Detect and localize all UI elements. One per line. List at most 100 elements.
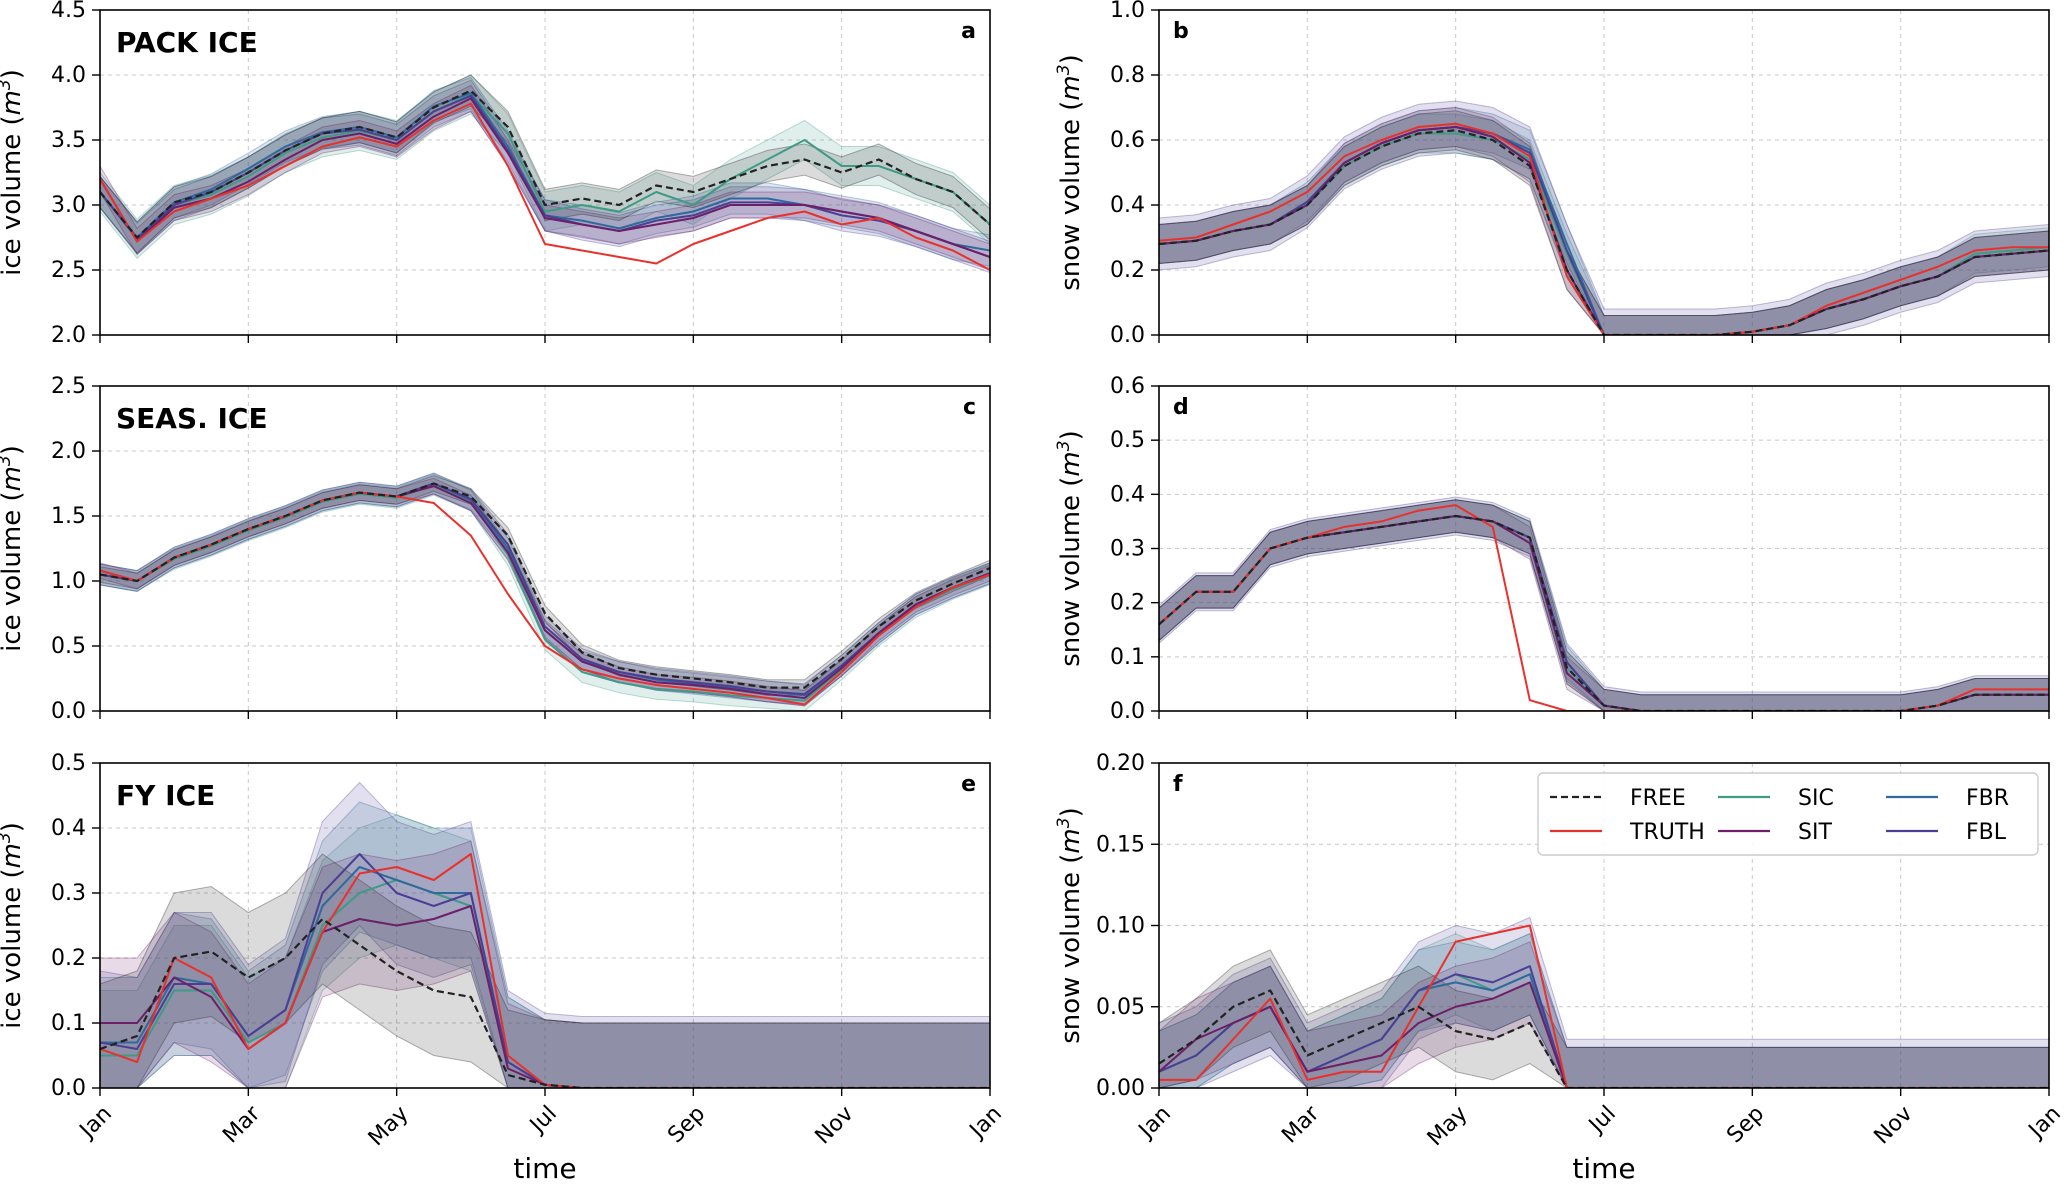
y-tick-label: 0.20 [1096, 751, 1145, 776]
y-tick-label: 0.6 [1110, 374, 1145, 399]
y-axis-label-exponent: 3 [1054, 64, 1074, 75]
series-line-free [1159, 514, 2049, 711]
y-axis-label-exponent: 3 [0, 455, 15, 466]
y-tick-label: 0.2 [51, 946, 86, 971]
region-title: FY ICE [116, 779, 215, 812]
band-free [100, 475, 990, 696]
panel-d: 0.0 0.1 0.2 0.3 0.4 0.5 0.6 snow volume (m3) d [1054, 374, 2050, 724]
series-line-free [100, 482, 990, 689]
series-line-sic [100, 483, 990, 702]
x-tick-label: Nov [1870, 1101, 1918, 1149]
x-axis-label: time [1572, 1152, 1635, 1185]
plot-area [1159, 100, 2049, 335]
y-axis-label-close: ) [1056, 430, 1086, 440]
y-tick-label: 3.5 [51, 128, 86, 153]
panel-letter: e [961, 772, 976, 797]
y-axis-label-close: ) [0, 69, 27, 79]
band-sit [100, 477, 990, 707]
y-tick-label: 0.2 [1110, 258, 1145, 283]
panel-b: 0.0 0.2 0.4 0.6 0.8 1.0 snow volume (m3) b [1054, 0, 2050, 348]
x-tick-label: Mar [218, 1101, 266, 1149]
y-tick-label: 0.0 [1110, 323, 1145, 348]
y-axis-label-main: snow volume ( [1056, 101, 1086, 291]
y-tick-label: 1.5 [51, 504, 86, 529]
y-tick-label: 0.0 [51, 699, 86, 724]
series-line-free [100, 89, 990, 239]
x-tick-label: Jan [1133, 1101, 1176, 1144]
y-tick-label: 0.0 [1110, 699, 1145, 724]
y-axis-label-exponent: 3 [0, 79, 15, 90]
x-tick-label: Jul [524, 1101, 562, 1139]
y-axis-label: snow volume (m3) [1054, 807, 1086, 1044]
y-axis-label-exponent: 3 [1054, 440, 1074, 451]
y-tick-label: 0.00 [1096, 1076, 1145, 1101]
legend-label-sit: SIT [1798, 820, 1832, 845]
band-fbl [1159, 496, 2049, 711]
panel-letter: a [961, 19, 976, 44]
band-fbr [100, 472, 990, 707]
series-line-truth [100, 491, 990, 706]
y-axis-label: ice volume (m3) [0, 822, 27, 1029]
legend-label-fbl: FBL [1966, 820, 2007, 845]
panel-e: 0.0 0.1 0.2 0.3 0.4 0.5 Jan Mar May Jul Sep Nov Jan t… [0, 751, 1007, 1185]
series-line-sit [100, 97, 990, 258]
x-tick-label: Nov [811, 1101, 859, 1149]
y-tick-label: 2.5 [51, 258, 86, 283]
legend-label-fbr: FBR [1966, 786, 2009, 811]
y-axis-label-unit: m [1056, 451, 1086, 476]
y-axis-label-main: ice volume ( [0, 115, 27, 276]
y-tick-label: 0.5 [51, 751, 86, 776]
y-axis-label-close: ) [0, 445, 27, 455]
y-axis-label-unit: m [0, 466, 27, 491]
y-tick-label: 0.4 [51, 816, 86, 841]
band-free [1159, 499, 2049, 711]
y-tick-label: 0.1 [1110, 645, 1145, 670]
panel-letter: b [1173, 19, 1189, 44]
y-tick-label: 3.0 [51, 193, 86, 218]
y-tick-label: 0.1 [51, 1011, 86, 1036]
y-axis-label-exponent: 3 [1054, 817, 1074, 828]
y-axis-label-unit: m [1056, 75, 1086, 100]
y-axis-label-main: ice volume ( [0, 868, 27, 1029]
y-axis-label: ice volume (m3) [0, 445, 27, 652]
plot-area [100, 74, 990, 274]
y-tick-label: 2.0 [51, 323, 86, 348]
region-title: PACK ICE [116, 26, 258, 59]
x-tick-label: Sep [663, 1101, 710, 1148]
band-sit [1159, 106, 2049, 335]
band-fbr [1159, 106, 2049, 335]
series-line-free [1159, 129, 2049, 335]
plot-area [1159, 916, 2049, 1088]
panel-letter: c [963, 395, 976, 420]
band-free [1159, 110, 2049, 335]
x-tick-label: Mar [1277, 1101, 1325, 1149]
plot-area [100, 781, 990, 1088]
x-tick-label: Sep [1722, 1101, 1769, 1148]
band-free [1159, 949, 2049, 1088]
legend-box [1537, 772, 2039, 856]
y-tick-label: 0.5 [1110, 428, 1145, 453]
band-sit [1159, 499, 2049, 711]
y-tick-label: 0.3 [1110, 537, 1145, 562]
series-line-truth [1159, 122, 2049, 335]
y-tick-label: 1.0 [51, 569, 86, 594]
series-line-free [1159, 989, 2049, 1088]
legend-label-truth: TRUTH [1629, 820, 1705, 845]
series-line-sic [100, 93, 990, 240]
band-fbl [1159, 100, 2049, 335]
y-tick-label: 0.10 [1096, 914, 1145, 939]
y-tick-label: 2.0 [51, 439, 86, 464]
panel-c: 0.0 0.5 1.0 1.5 2.0 2.5 ice volume (m3) SEAS. I… [0, 374, 991, 724]
y-tick-label: 0.8 [1110, 63, 1145, 88]
y-tick-label: 4.0 [51, 63, 86, 88]
legend: FREE TRUTH SIC SIT FBR FBL [1537, 772, 2039, 856]
band-fbr [1159, 932, 2049, 1088]
y-tick-label: 0.6 [1110, 128, 1145, 153]
x-tick-label: May [1423, 1101, 1473, 1151]
x-tick-label: Jan [964, 1101, 1007, 1144]
y-tick-label: 0.0 [51, 1076, 86, 1101]
y-tick-label: 1.0 [1110, 0, 1145, 23]
region-title: SEAS. ICE [116, 402, 268, 435]
y-tick-label: 0.4 [1110, 193, 1145, 218]
x-tick-label: May [364, 1101, 414, 1151]
